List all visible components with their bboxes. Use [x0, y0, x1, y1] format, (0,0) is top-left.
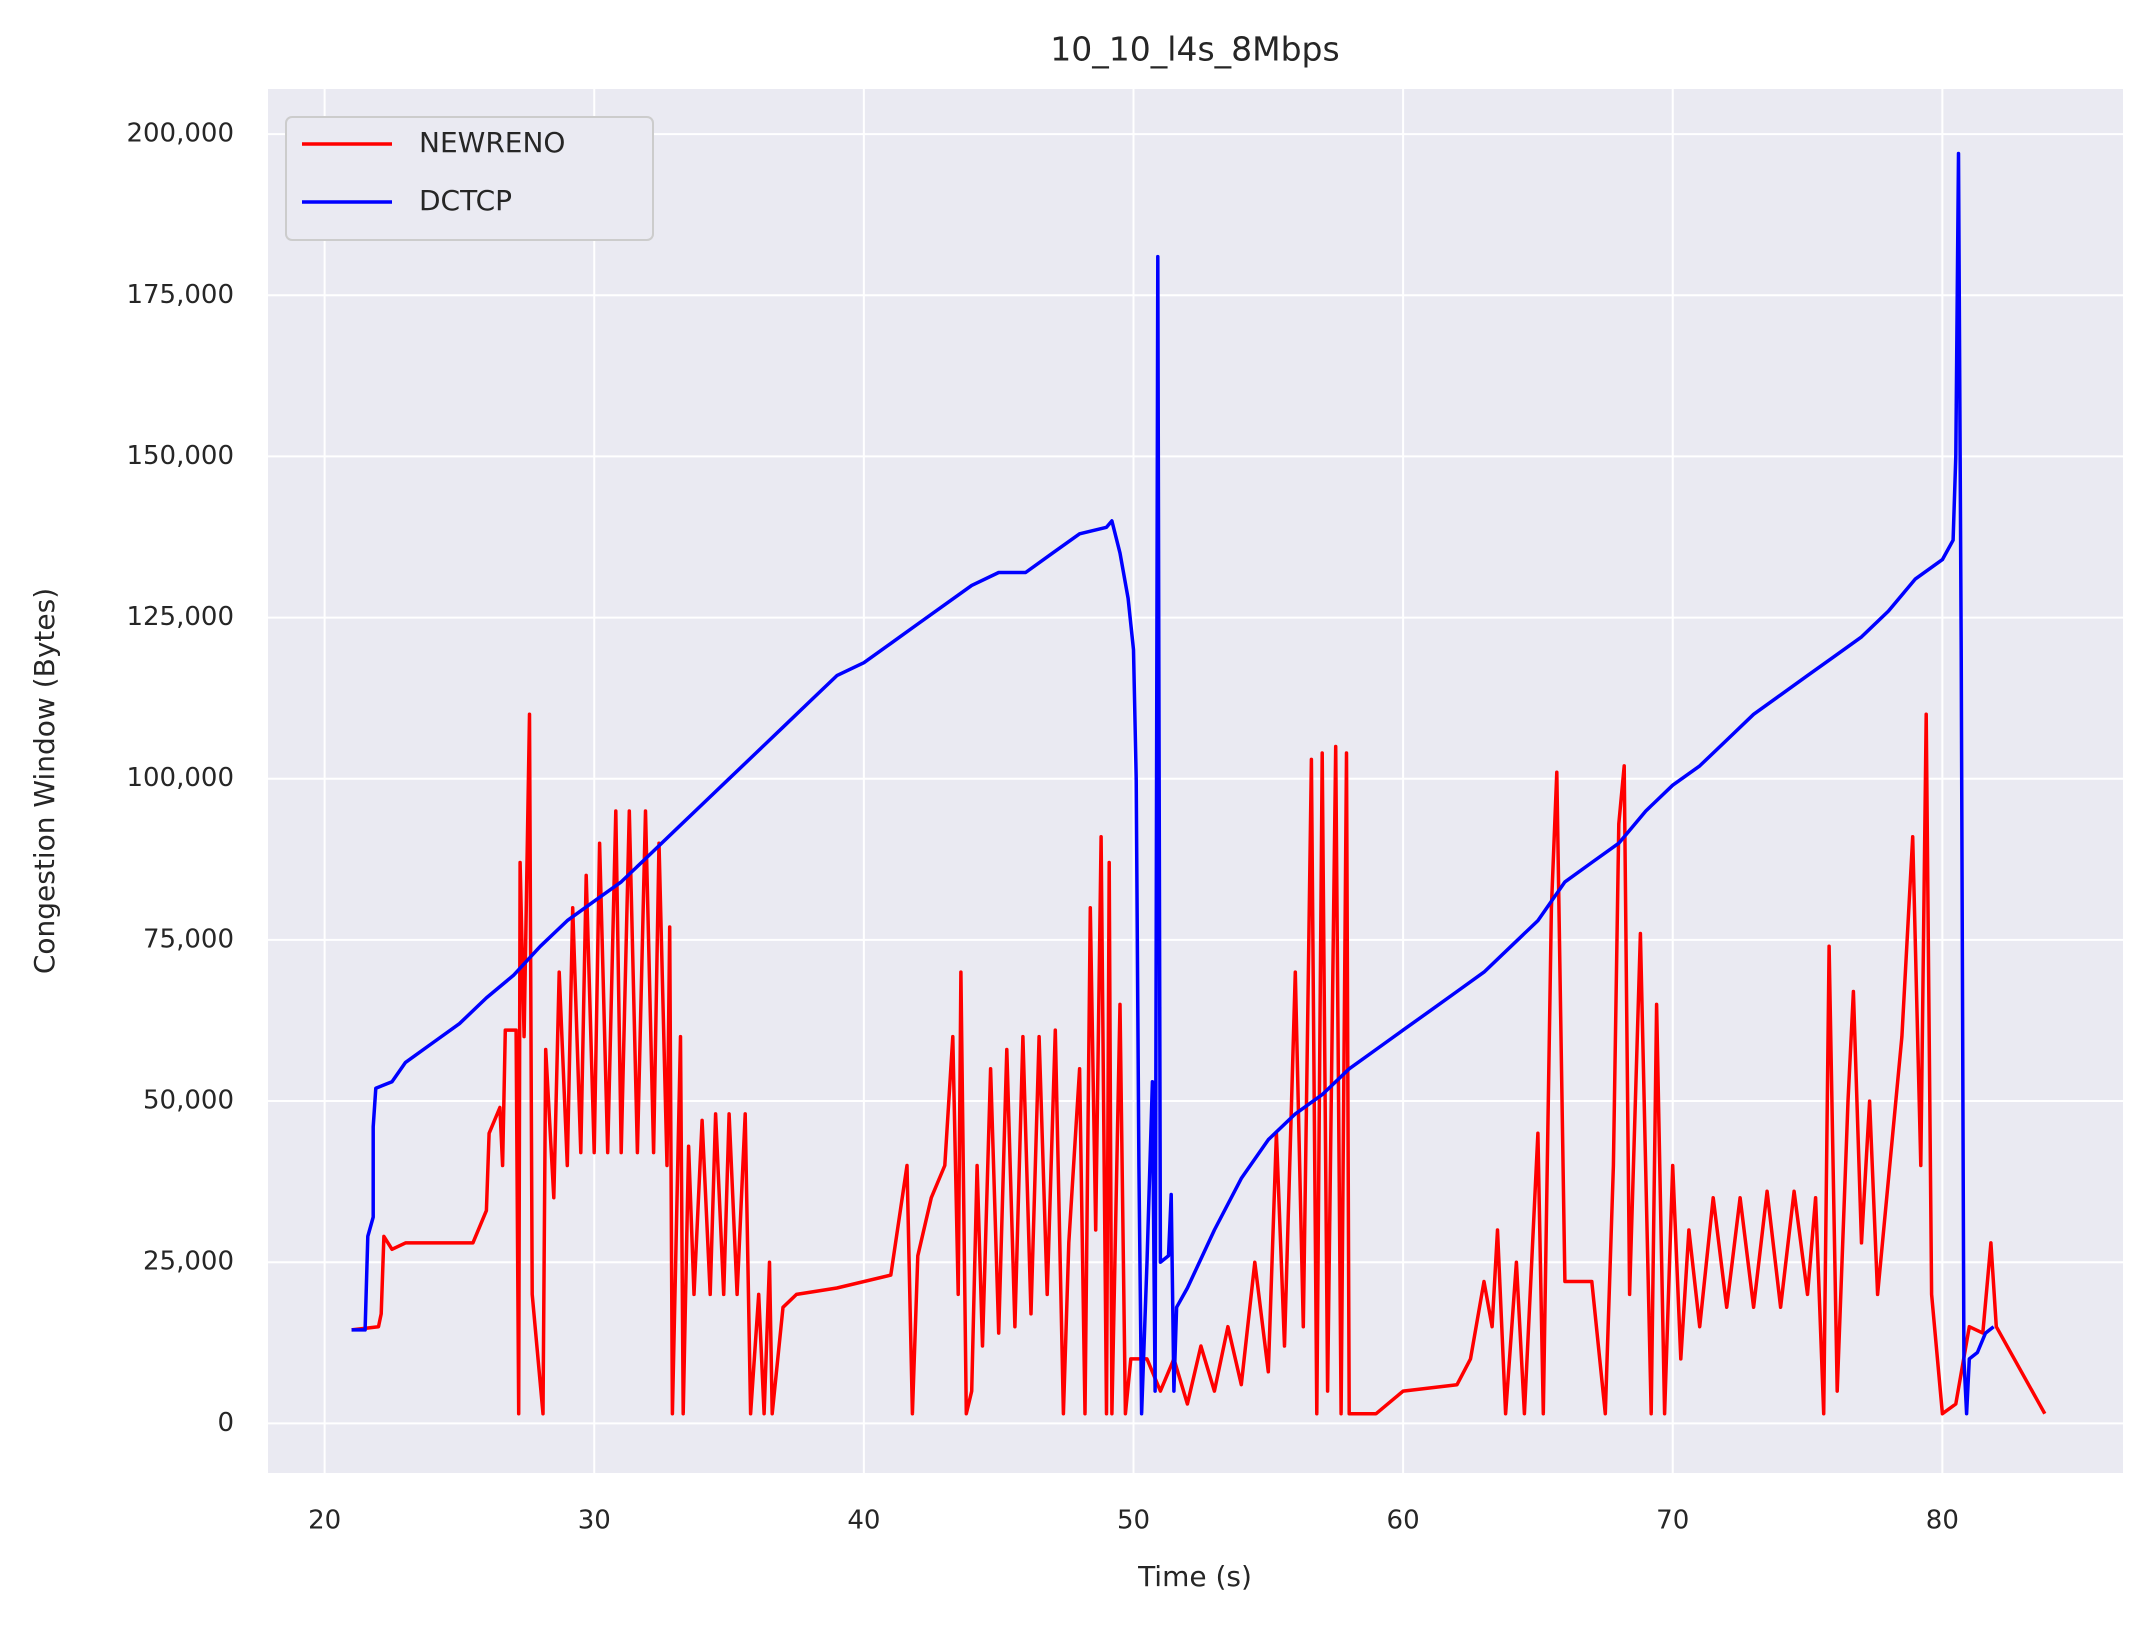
series-line [351, 151, 1995, 1416]
series-line [351, 712, 2047, 1416]
y-tick-label: 25,000 [143, 1247, 234, 1277]
x-tick-label: 50 [1117, 1506, 1150, 1536]
labels: 0 25,000 50,000 75,000 100,000 125,000 150,000… [126, 119, 1958, 1536]
y-tick-label: 50,000 [143, 1086, 234, 1116]
y-axis-label: Congestion Window (Bytes) [28, 588, 61, 974]
legend-label: DCTCP [419, 184, 512, 217]
x-tick-label: 70 [1656, 1506, 1689, 1536]
x-axis-label: Time (s) [1137, 1560, 1252, 1593]
y-tick-label: 0 [217, 1408, 234, 1438]
y-tick-label: 150,000 [126, 441, 234, 471]
x-tick-label: 30 [578, 1506, 611, 1536]
lines [351, 151, 2047, 1416]
x-tick-label: 80 [1926, 1506, 1959, 1536]
chart-title: 10_10_l4s_8Mbps [1050, 30, 1339, 69]
y-tick-label: 75,000 [143, 924, 234, 954]
y-tick-label: 175,000 [126, 280, 234, 310]
legend: NEWRENO DCTCP [285, 116, 654, 241]
legend-box [285, 116, 654, 241]
x-tick-label: 60 [1387, 1506, 1420, 1536]
y-tick-label: 200,000 [126, 119, 234, 149]
grid [268, 89, 2123, 1473]
x-tick-label: 40 [847, 1506, 880, 1536]
x-tick-label: 20 [308, 1506, 341, 1536]
legend-label: NEWRENO [419, 126, 565, 159]
y-tick-label: 125,000 [126, 602, 234, 632]
y-tick-label: 100,000 [126, 763, 234, 793]
plot-area [268, 89, 2123, 1473]
